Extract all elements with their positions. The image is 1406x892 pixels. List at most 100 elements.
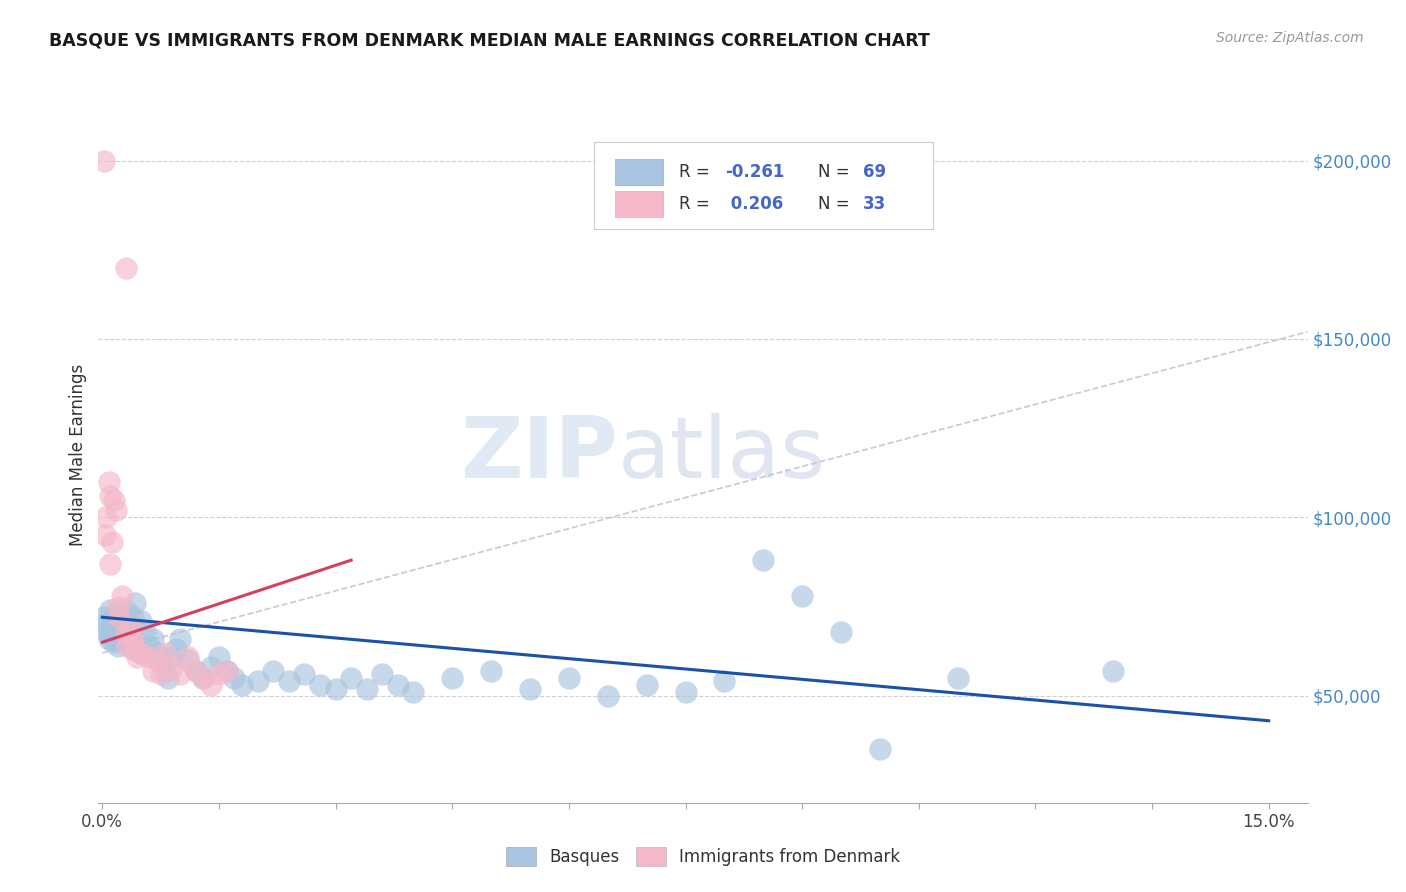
Point: [177, 649, 200, 664]
Point: [114, 260, 136, 275]
Point: [153, 664, 176, 678]
Point: [100, 614, 122, 628]
Point: [138, 639, 160, 653]
Point: [145, 646, 167, 660]
Point: [262, 664, 284, 678]
Point: [830, 624, 852, 639]
Text: R =: R =: [679, 162, 714, 181]
Point: [93, 528, 115, 542]
Text: atlas: atlas: [619, 413, 827, 497]
Point: [105, 503, 128, 517]
Point: [153, 646, 176, 660]
Point: [124, 642, 146, 657]
Point: [98, 489, 121, 503]
Text: 33: 33: [863, 194, 886, 213]
Point: [294, 667, 316, 681]
Point: [519, 681, 541, 696]
Point: [104, 607, 127, 621]
Point: [387, 678, 409, 692]
Point: [441, 671, 464, 685]
Point: [127, 635, 149, 649]
Point: [103, 621, 125, 635]
Point: [114, 628, 136, 642]
Text: N =: N =: [818, 162, 855, 181]
Point: [122, 642, 145, 657]
Point: [93, 153, 115, 168]
Point: [165, 642, 187, 657]
Text: R =: R =: [679, 194, 714, 213]
Point: [145, 653, 167, 667]
Point: [142, 632, 165, 646]
Point: [869, 742, 891, 756]
Point: [98, 603, 121, 617]
Text: 69: 69: [863, 162, 886, 181]
Point: [184, 664, 207, 678]
Point: [596, 689, 619, 703]
Point: [93, 610, 115, 624]
Point: [636, 678, 658, 692]
Point: [752, 553, 775, 567]
Point: [100, 535, 122, 549]
Point: [97, 475, 120, 489]
Point: [129, 646, 152, 660]
Text: N =: N =: [818, 194, 855, 213]
Text: -0.261: -0.261: [724, 162, 785, 181]
Point: [325, 681, 347, 696]
Point: [208, 667, 231, 681]
Point: [162, 660, 184, 674]
Point: [193, 671, 215, 685]
Point: [184, 664, 207, 678]
Point: [224, 671, 246, 685]
FancyBboxPatch shape: [595, 142, 932, 229]
Point: [675, 685, 697, 699]
Point: [309, 678, 332, 692]
Point: [1102, 664, 1125, 678]
Point: [169, 632, 191, 646]
Text: Source: ZipAtlas.com: Source: ZipAtlas.com: [1216, 31, 1364, 45]
Point: [215, 664, 238, 678]
Point: [946, 671, 969, 685]
Point: [157, 671, 180, 685]
Point: [111, 589, 134, 603]
Point: [479, 664, 502, 678]
Point: [96, 624, 118, 639]
Point: [124, 596, 146, 610]
Point: [103, 635, 125, 649]
Point: [371, 667, 394, 681]
Point: [114, 635, 136, 649]
Point: [118, 628, 141, 642]
Point: [558, 671, 581, 685]
Point: [142, 664, 165, 678]
Point: [98, 628, 121, 642]
Point: [115, 639, 138, 653]
Point: [231, 678, 253, 692]
Point: [402, 685, 425, 699]
Point: [169, 667, 191, 681]
Point: [108, 628, 131, 642]
Point: [162, 649, 184, 664]
Legend: Basques, Immigrants from Denmark: Basques, Immigrants from Denmark: [498, 838, 908, 874]
Point: [118, 621, 141, 635]
Point: [792, 589, 814, 603]
Point: [107, 639, 129, 653]
Point: [114, 603, 136, 617]
Point: [129, 614, 152, 628]
Point: [277, 674, 299, 689]
Point: [177, 653, 200, 667]
Point: [103, 492, 125, 507]
Text: 0.206: 0.206: [724, 194, 783, 213]
Point: [138, 649, 160, 664]
Text: BASQUE VS IMMIGRANTS FROM DENMARK MEDIAN MALE EARNINGS CORRELATION CHART: BASQUE VS IMMIGRANTS FROM DENMARK MEDIAN…: [49, 31, 931, 49]
Point: [112, 624, 135, 639]
Point: [208, 649, 231, 664]
Point: [134, 624, 156, 639]
Point: [200, 660, 222, 674]
Text: ZIP: ZIP: [461, 413, 619, 497]
Point: [246, 674, 269, 689]
Point: [122, 610, 145, 624]
Point: [215, 664, 238, 678]
Bar: [614, 159, 664, 185]
Point: [97, 632, 120, 646]
Point: [107, 599, 129, 614]
Point: [149, 653, 172, 667]
